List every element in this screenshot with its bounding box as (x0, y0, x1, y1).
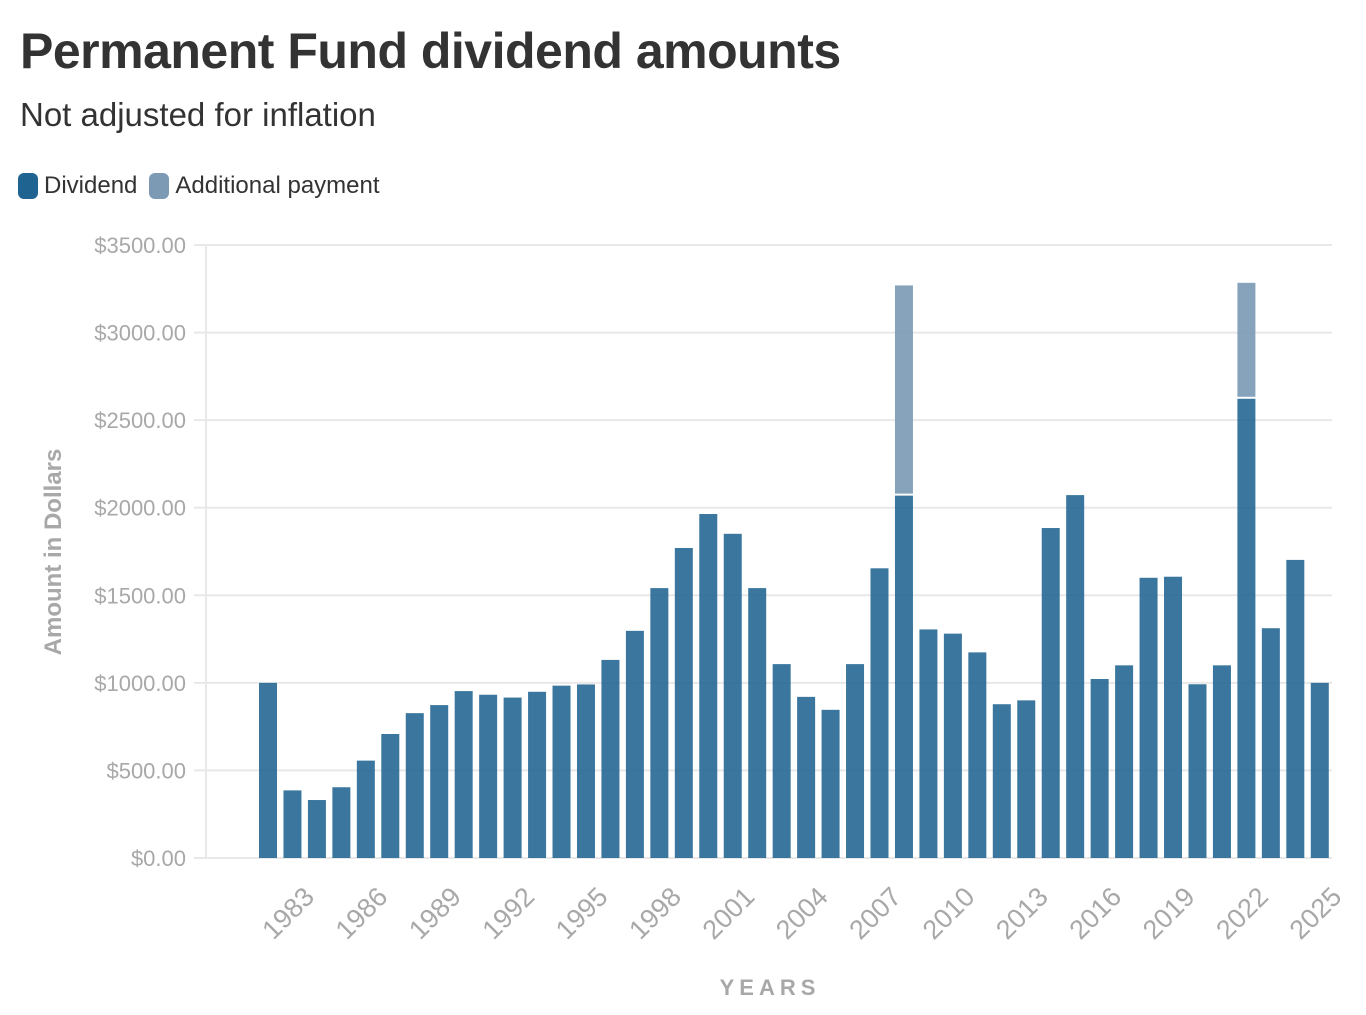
bar-dividend-2023[interactable] (1261, 628, 1280, 858)
bar-dividend-2019[interactable] (1164, 576, 1183, 858)
y-tick-label: $1000.00 (94, 671, 186, 696)
bar-dividend-2015[interactable] (1066, 495, 1085, 858)
bar-dividend-1998[interactable] (650, 588, 669, 858)
y-tick-label: $3000.00 (94, 321, 186, 346)
bar-dividend-2009[interactable] (919, 629, 938, 858)
bar-dividend-1997[interactable] (625, 630, 644, 858)
y-tick-label: $0.00 (131, 846, 186, 871)
bar-dividend-2006[interactable] (846, 664, 865, 858)
bar-dividend-2005[interactable] (821, 709, 840, 858)
legend-label-additional-payment: Additional payment (175, 172, 380, 199)
x-tick-label: 1998 (623, 881, 687, 945)
bar-dividend-2020[interactable] (1188, 684, 1207, 858)
chart-title: Permanent Fund dividend amounts (20, 23, 841, 79)
bar-dividend-1987[interactable] (381, 733, 400, 858)
bar-dividend-2025[interactable] (1310, 682, 1329, 858)
bar-additional-payment-2008[interactable] (894, 285, 913, 494)
bar-dividend-2010[interactable] (943, 633, 962, 858)
x-tick-label: 1989 (403, 881, 467, 945)
bar-dividend-2011[interactable] (968, 652, 987, 858)
x-tick-label: 2022 (1210, 881, 1274, 945)
legend-swatch-dividend (18, 173, 38, 199)
bar-dividend-1999[interactable] (674, 547, 693, 858)
chart-subtitle: Not adjusted for inflation (20, 96, 376, 133)
bar-dividend-2000[interactable] (699, 514, 718, 858)
bar-dividend-2012[interactable] (992, 704, 1011, 858)
y-tick-label: $2000.00 (94, 496, 186, 521)
bar-dividend-1984[interactable] (307, 800, 326, 858)
bar-dividend-1986[interactable] (356, 760, 375, 858)
y-axis-ticks: $0.00 $500.00 $1000.00 $1500.00 $2000.00 $250… (94, 233, 186, 871)
x-tick-label: 1983 (256, 881, 320, 945)
y-tick-label: $1500.00 (94, 583, 186, 608)
x-tick-label: 2013 (990, 881, 1054, 945)
bars (259, 282, 1329, 858)
bar-dividend-2014[interactable] (1041, 528, 1060, 858)
x-tick-label: 2016 (1064, 881, 1128, 945)
bar-dividend-2003[interactable] (772, 664, 791, 858)
x-axis-ticks: 1983 1986 1989 1992 1995 1998 2001 2004 2007 2010… (256, 881, 1347, 945)
bar-dividend-2008[interactable] (894, 495, 913, 858)
bar-dividend-1989[interactable] (430, 705, 449, 858)
bar-dividend-2002[interactable] (748, 588, 767, 858)
bar-dividend-1983[interactable] (283, 790, 302, 858)
y-axis-label: Amount in Dollars (40, 449, 67, 656)
x-tick-label: 2001 (697, 881, 761, 945)
x-axis-label: YEARS (720, 975, 821, 1000)
bar-dividend-2018[interactable] (1139, 577, 1158, 858)
bar-dividend-1991[interactable] (479, 694, 498, 858)
bar-dividend-1992[interactable] (503, 697, 522, 858)
x-tick-label: 2019 (1137, 881, 1201, 945)
y-tick-label: $2500.00 (94, 408, 186, 433)
bar-dividend-1985[interactable] (332, 787, 351, 858)
x-tick-label: 1992 (477, 881, 541, 945)
bar-dividend-1996[interactable] (601, 659, 620, 858)
x-tick-label: 1995 (550, 881, 614, 945)
x-tick-label: 2025 (1284, 881, 1348, 945)
legend-item-additional-payment[interactable]: Additional payment (149, 172, 380, 200)
y-tick-label: $500.00 (106, 758, 186, 783)
bar-dividend-2022[interactable] (1237, 398, 1256, 858)
bar-additional-payment-2022[interactable] (1237, 282, 1256, 397)
bar-dividend-1995[interactable] (576, 684, 595, 858)
bar-dividend-2017[interactable] (1115, 665, 1134, 858)
x-tick-label: 1986 (330, 881, 394, 945)
y-tick-label: $3500.00 (94, 233, 186, 258)
bar-dividend-2013[interactable] (1017, 700, 1036, 858)
bar-dividend-2021[interactable] (1212, 665, 1231, 858)
x-tick-label: 2010 (917, 881, 981, 945)
bar-dividend-2007[interactable] (870, 568, 889, 858)
bar-dividend-2024[interactable] (1286, 559, 1305, 858)
bar-dividend-2016[interactable] (1090, 679, 1109, 858)
bar-dividend-2004[interactable] (797, 696, 816, 858)
x-tick-label: 2004 (770, 881, 834, 945)
bar-dividend-1993[interactable] (528, 691, 547, 858)
legend: Dividend Additional payment (18, 172, 392, 200)
bar-dividend-1990[interactable] (454, 691, 473, 858)
bar-dividend-2001[interactable] (723, 533, 742, 858)
bar-dividend-1988[interactable] (405, 713, 424, 858)
legend-swatch-additional-payment (149, 173, 170, 199)
bar-dividend-1994[interactable] (552, 685, 571, 858)
legend-label-dividend: Dividend (44, 172, 138, 199)
x-tick-label: 2007 (843, 881, 907, 945)
bar-dividend-1982[interactable] (259, 682, 277, 858)
legend-item-dividend[interactable]: Dividend (18, 172, 137, 200)
